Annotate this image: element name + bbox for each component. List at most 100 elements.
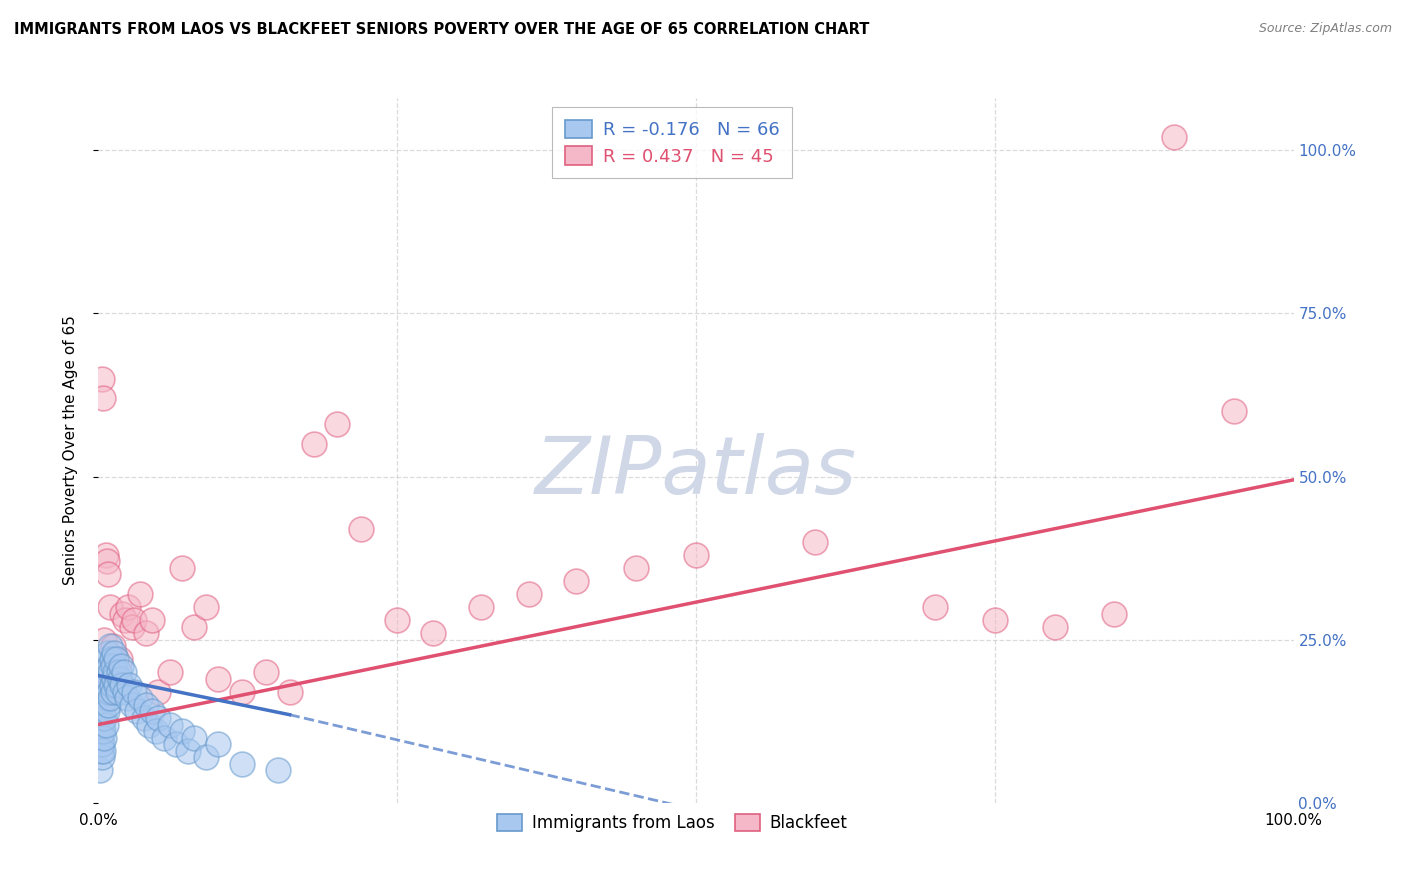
Point xyxy=(172,724,194,739)
Point xyxy=(124,613,146,627)
Point xyxy=(107,685,129,699)
Point xyxy=(112,665,135,680)
Point xyxy=(114,613,136,627)
Point xyxy=(98,691,122,706)
Point xyxy=(125,705,148,719)
Point xyxy=(96,554,118,568)
Point xyxy=(91,743,114,757)
Point xyxy=(101,658,124,673)
Point xyxy=(105,678,128,692)
Point xyxy=(91,705,114,719)
Point xyxy=(98,665,122,680)
Point xyxy=(326,417,349,432)
Point xyxy=(93,685,115,699)
Point xyxy=(385,613,409,627)
Point xyxy=(984,613,1007,627)
Point xyxy=(1043,620,1066,634)
Point xyxy=(159,717,181,731)
Point xyxy=(135,698,157,712)
Point xyxy=(97,698,120,712)
Point xyxy=(114,685,136,699)
Point xyxy=(148,685,170,699)
Point xyxy=(98,600,122,615)
Point xyxy=(105,652,128,666)
Point xyxy=(98,658,121,673)
Text: ZIPatlas: ZIPatlas xyxy=(534,433,858,510)
Point xyxy=(94,691,117,706)
Point xyxy=(470,600,492,615)
Point xyxy=(565,574,588,588)
Point xyxy=(148,711,170,725)
Point xyxy=(132,711,155,725)
Point xyxy=(302,437,325,451)
Point xyxy=(145,724,167,739)
Point xyxy=(141,613,163,627)
Point xyxy=(231,685,253,699)
Point xyxy=(1104,607,1126,621)
Point xyxy=(100,678,122,692)
Point xyxy=(183,731,205,745)
Text: IMMIGRANTS FROM LAOS VS BLACKFEET SENIORS POVERTY OVER THE AGE OF 65 CORRELATION: IMMIGRANTS FROM LAOS VS BLACKFEET SENIOR… xyxy=(14,22,869,37)
Point xyxy=(207,672,229,686)
Text: Source: ZipAtlas.com: Source: ZipAtlas.com xyxy=(1258,22,1392,36)
Point xyxy=(110,658,132,673)
Point xyxy=(98,685,121,699)
Point xyxy=(108,672,131,686)
Point xyxy=(118,678,141,692)
Point xyxy=(97,567,120,582)
Point xyxy=(91,391,114,405)
Point xyxy=(422,626,444,640)
Point xyxy=(135,626,157,640)
Point xyxy=(96,678,118,692)
Point xyxy=(117,600,139,615)
Point xyxy=(278,685,301,699)
Point xyxy=(129,587,152,601)
Point xyxy=(91,717,114,731)
Point xyxy=(96,705,118,719)
Point xyxy=(207,737,229,751)
Point xyxy=(231,756,253,771)
Point xyxy=(115,691,138,706)
Point xyxy=(195,750,218,764)
Point xyxy=(129,691,152,706)
Point xyxy=(90,743,112,757)
Point xyxy=(101,639,124,653)
Point xyxy=(91,737,114,751)
Point xyxy=(104,665,127,680)
Point xyxy=(1223,404,1246,418)
Point xyxy=(94,548,117,562)
Point xyxy=(121,620,143,634)
Y-axis label: Seniors Poverty Over the Age of 65: Seniors Poverty Over the Age of 65 xyxy=(63,316,77,585)
Point xyxy=(153,731,176,745)
Point xyxy=(90,665,112,680)
Point xyxy=(91,372,114,386)
Point xyxy=(90,711,112,725)
Point xyxy=(254,665,277,680)
Point xyxy=(107,665,129,680)
Point xyxy=(183,620,205,634)
Point xyxy=(172,561,194,575)
Point xyxy=(159,665,181,680)
Point xyxy=(96,652,118,666)
Point xyxy=(93,731,115,745)
Point xyxy=(111,678,134,692)
Point xyxy=(138,717,160,731)
Point xyxy=(103,672,125,686)
Point xyxy=(91,750,114,764)
Point xyxy=(924,600,946,615)
Point xyxy=(267,763,290,777)
Point xyxy=(108,652,131,666)
Point xyxy=(626,561,648,575)
Point xyxy=(804,534,827,549)
Point xyxy=(91,698,114,712)
Point xyxy=(124,685,146,699)
Point xyxy=(97,646,120,660)
Point xyxy=(517,587,540,601)
Point xyxy=(94,717,117,731)
Point xyxy=(165,737,187,751)
Point xyxy=(93,711,115,725)
Point xyxy=(97,672,120,686)
Point xyxy=(195,600,218,615)
Point xyxy=(177,743,200,757)
Point xyxy=(98,639,122,653)
